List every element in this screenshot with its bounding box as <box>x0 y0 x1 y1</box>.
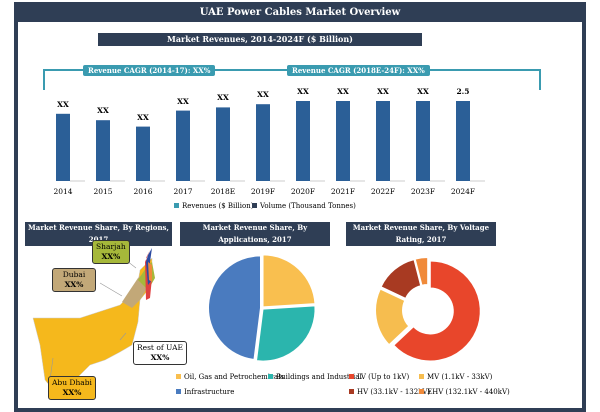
bar-2015 <box>96 120 110 181</box>
x-tick-label: 2022F <box>370 187 396 196</box>
bar-2023F <box>416 101 430 181</box>
legend-infrastructure: Infrastructure <box>176 388 234 396</box>
label-dubai: Dubai XX% <box>52 268 96 292</box>
legend-label: EHV (132.1kV - 440kV) <box>427 388 510 396</box>
legend-label: LV (Up to 1kV) <box>357 373 410 381</box>
x-tick-label: 2018E <box>210 187 236 196</box>
revenue-chart-title: Market Revenues, 2014-2024F ($ Billion) <box>98 33 422 46</box>
legend-swatch <box>268 374 273 379</box>
legend-label: HV (33.1kV - 132kV) <box>357 388 431 396</box>
legend-swatch <box>349 374 354 379</box>
data-label: XX <box>297 87 309 96</box>
x-tick-label: 2021F <box>330 187 356 196</box>
legend-oil-gas: Oil, Gas and Petrochemicals <box>176 373 284 381</box>
legend-swatch <box>419 389 424 394</box>
bar-2024F <box>456 101 470 181</box>
bar-2018E <box>216 107 230 181</box>
legend-hv: HV (33.1kV - 132kV) <box>349 388 430 396</box>
legend-swatch <box>174 203 179 208</box>
legend-swatch <box>349 389 354 394</box>
legend-swatch <box>176 389 181 394</box>
x-tick-label: 2020F <box>290 187 316 196</box>
region-value: XX% <box>150 353 170 362</box>
bar-2017 <box>176 110 190 181</box>
cagr-2018-24: Revenue CAGR (2018E-24F): XX% <box>287 65 430 76</box>
data-label: XX <box>417 87 429 96</box>
x-tick-label: 2019F <box>250 187 276 196</box>
data-label: XX <box>137 112 149 122</box>
x-tick-label: 2016 <box>133 187 153 196</box>
x-tick-label: 2024F <box>450 187 476 196</box>
slice-oil-gas-and-petrochemicals <box>262 254 316 308</box>
data-label: XX <box>377 87 389 96</box>
region-name: Abu Dhabi <box>52 378 92 387</box>
region-value: XX% <box>62 388 82 397</box>
data-label: 2.5 <box>456 87 470 96</box>
x-tick-label: 2015 <box>93 187 113 196</box>
region-rest-of-uae-3 <box>148 262 152 282</box>
legend-buildings: Buildings and Industrial <box>268 373 362 381</box>
label-rest-of-uae: Rest of UAE XX% <box>133 341 187 365</box>
region-name: Rest of UAE <box>137 343 183 352</box>
data-label: XX <box>217 93 229 103</box>
data-label: XX <box>97 106 109 116</box>
slice-ehv-132-1kv-440kv- <box>414 257 429 286</box>
legend-label: Oil, Gas and Petrochemicals <box>184 373 284 381</box>
region-value: XX% <box>101 252 121 261</box>
bar-2016 <box>136 126 150 181</box>
revenue-bar-chart <box>56 101 485 182</box>
legend-lv: LV (Up to 1kV) <box>349 373 409 381</box>
legend-label: Buildings and Industrial <box>276 373 362 381</box>
legend-swatch <box>419 374 424 379</box>
slice-infrastructure <box>208 255 262 361</box>
legend-revenues: Revenues ($ Billion) <box>174 202 253 210</box>
pie-charts <box>208 254 481 362</box>
legend-label: MV (1.1kV - 33kV) <box>427 373 493 381</box>
x-tick-label: 2014 <box>53 187 73 196</box>
data-label: XX <box>57 99 69 109</box>
legend-volume: Volume (Thousand Tonnes) <box>252 202 356 210</box>
x-tick-label: 2017 <box>173 187 193 196</box>
legend-label: Revenues ($ Billion) <box>182 202 254 210</box>
bar-2019F <box>256 104 270 181</box>
main-title: UAE Power Cables Market Overview <box>18 4 582 22</box>
legend-label: Volume (Thousand Tonnes) <box>260 202 356 210</box>
label-sharjah: Sharjah XX% <box>92 240 130 264</box>
slice-mv-1-1kv-33kv- <box>375 288 410 346</box>
cagr-2014-17: Revenue CAGR (2014-17): XX% <box>83 65 216 76</box>
bar-2021F <box>336 101 350 181</box>
legend-swatch <box>176 374 181 379</box>
applications-title: Market Revenue Share, By Applications, 2… <box>180 222 330 246</box>
voltage-title: Market Revenue Share, By Voltage Rating,… <box>346 222 496 246</box>
region-value: XX% <box>64 280 84 289</box>
data-label: XX <box>337 87 349 96</box>
slice-lv-up-to-1kv- <box>393 260 481 362</box>
bar-2020F <box>296 101 310 181</box>
legend-swatch <box>252 203 257 208</box>
x-tick-label: 2023F <box>410 187 436 196</box>
data-label: XX <box>257 90 269 100</box>
legend-ehv: EHV (132.1kV - 440kV) <box>419 388 510 396</box>
legend-label: Infrastructure <box>184 388 235 396</box>
slice-buildings-and-industrial <box>255 305 316 362</box>
bar-2014 <box>56 113 70 181</box>
region-name: Sharjah <box>96 242 126 251</box>
data-label: XX <box>177 96 189 106</box>
legend-mv: MV (1.1kV - 33kV) <box>419 373 492 381</box>
region-name: Dubai <box>62 270 86 279</box>
bar-2022F <box>376 101 390 181</box>
slice-hv-33-1kv-132kv- <box>380 259 422 299</box>
